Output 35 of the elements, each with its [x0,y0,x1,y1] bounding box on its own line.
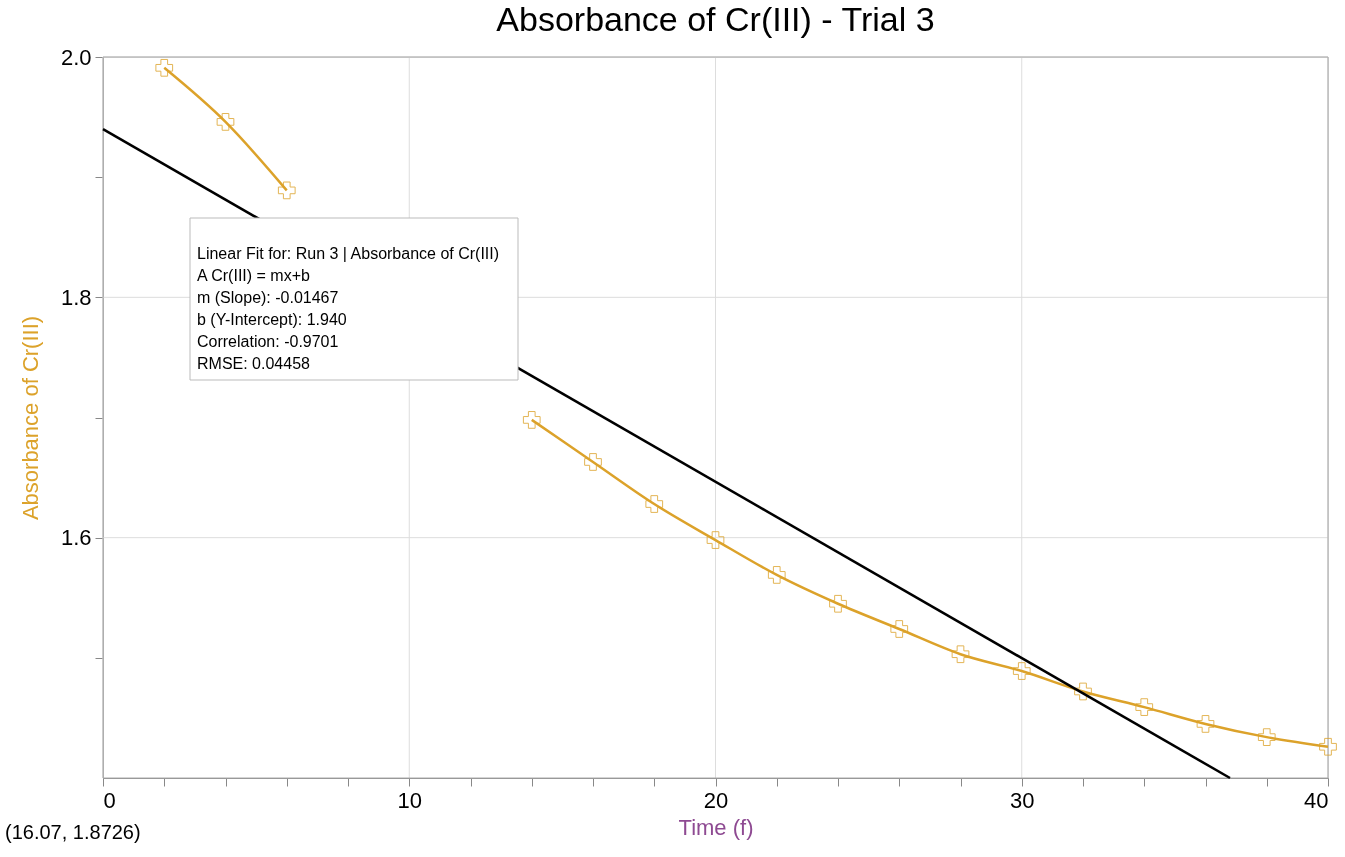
point [829,594,847,613]
chart-title: Absorbance of Cr(III) - Trial 3 [496,0,935,38]
point [951,645,970,664]
point [1074,682,1092,701]
point [277,181,296,200]
x-tick-label: 20 [703,787,729,813]
point [1319,737,1337,756]
annotation: Linear Fit for: Run 3 | Absorbance of Cr(III) [197,245,500,262]
annotation: b (Y-Intercept): 1.940 [197,311,347,328]
y-tick-label: 1.8 [60,284,92,310]
annotation: A Cr(III) = mx+b [197,267,311,284]
annotation: Correlation: -0.9701 [197,333,339,350]
text: (16.07, 1.8726) [5,821,141,843]
annotation: m (Slope): -0.01467 [197,289,339,306]
point [1135,698,1154,716]
x-axis-title: Time (f) [678,814,754,840]
y-tick-label: 1.6 [60,525,92,551]
point [767,566,786,584]
y-tick-label: 2.0 [60,44,92,70]
x-tick-label: 0 [103,787,116,813]
point [216,113,235,131]
point [706,531,725,549]
point [1257,728,1276,747]
point [584,453,602,471]
x-tick-label: 40 [1304,787,1329,813]
point [890,620,909,638]
x-tick-label: 10 [397,787,422,813]
point [1012,662,1031,680]
point [1196,715,1215,733]
annotation: RMSE: 0.04458 [197,355,311,372]
point [155,58,174,77]
point [645,495,664,513]
x-tick-label: 30 [1010,787,1035,813]
y-axis-title: Absorbance of Cr(III) [17,315,43,521]
point [522,411,541,429]
